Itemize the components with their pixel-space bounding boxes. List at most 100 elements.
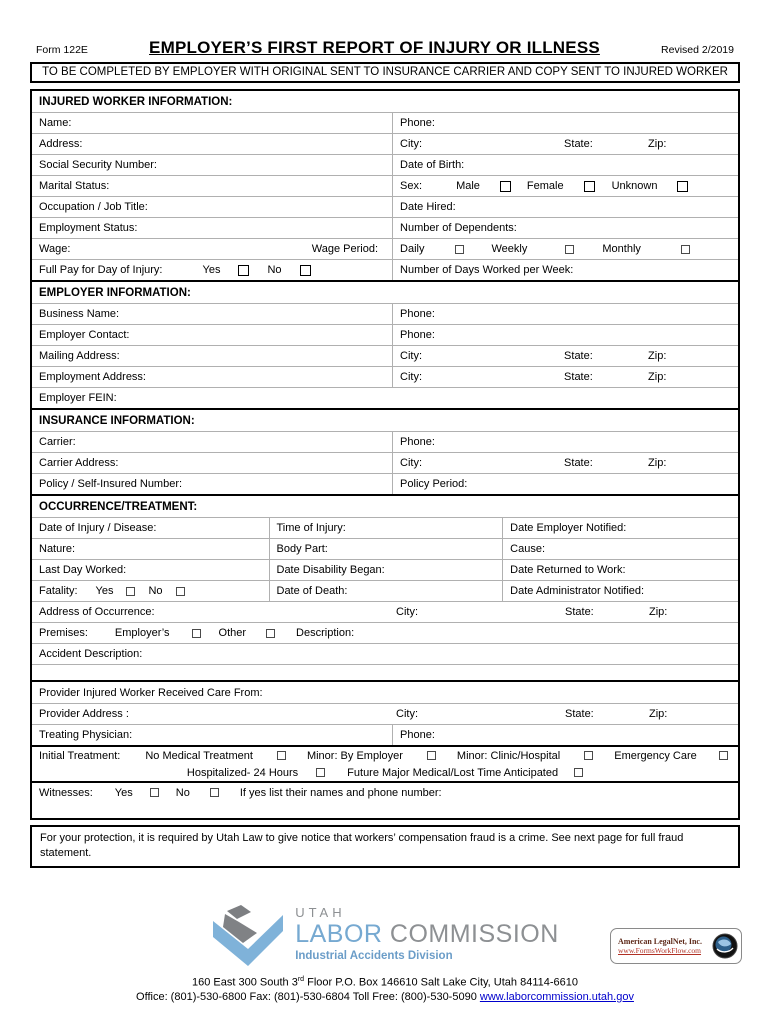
fullpay-yes-checkbox[interactable] <box>238 264 250 276</box>
row-occurrence-address: Address of Occurrence: City: State: Zip: <box>32 601 738 622</box>
logo-labor-text: LABOR <box>295 920 383 948</box>
row-employment-address: Employment Address: City: State: Zip: <box>32 366 738 387</box>
logo-division-text: Industrial Accidents Division <box>295 950 453 962</box>
carrier-city-state-zip-field[interactable]: City: State: Zip: <box>392 453 738 473</box>
carrier-field[interactable]: Carrier: <box>39 436 76 448</box>
initial-treatment-options-2: Hospitalized- 24 Hours Future Major Medi… <box>32 764 738 781</box>
date-hired-field[interactable]: Date Hired: <box>392 197 738 217</box>
cause-field[interactable]: Cause: <box>502 539 738 559</box>
fatality-no-checkbox[interactable] <box>175 586 185 596</box>
carrier-phone-field[interactable]: Phone: <box>392 432 738 452</box>
occurrence-address-field[interactable]: Address of Occurrence: City: State: Zip: <box>39 606 668 618</box>
provider-from-field[interactable]: Provider Injured Worker Received Care Fr… <box>39 686 263 699</box>
wage-daily-checkbox[interactable] <box>454 244 464 254</box>
fatality-yes-checkbox[interactable] <box>126 586 136 596</box>
row-fullpay-days: Full Pay for Day of Injury: Yes No Numbe… <box>32 259 738 280</box>
employment-city-state-zip-field[interactable]: City: State: Zip: <box>392 367 738 387</box>
american-legalnet-stamp: American LegalNet, Inc. www.FormsWorkFlo… <box>610 928 742 964</box>
sex-female-checkbox[interactable] <box>583 180 595 192</box>
premises-other-checkbox[interactable] <box>266 628 276 638</box>
labor-commission-mark-icon <box>213 905 284 966</box>
labor-commission-link[interactable]: www.laborcommission.utah.gov <box>479 990 634 1003</box>
worker-dob-field[interactable]: Date of Birth: <box>392 155 738 175</box>
policy-number-field[interactable]: Policy / Self-Insured Number: <box>39 478 183 490</box>
last-day-worked-field[interactable]: Last Day Worked: <box>39 564 127 576</box>
worker-phone-field[interactable]: Phone: <box>392 113 738 133</box>
wage-period-options: Daily Weekly Monthly <box>392 239 738 259</box>
witnesses-no-checkbox[interactable] <box>209 788 219 797</box>
wage-field[interactable]: Wage: Wage Period: <box>39 243 379 255</box>
nature-field[interactable]: Nature: <box>39 543 76 555</box>
minor-by-employer-checkbox[interactable] <box>426 751 436 760</box>
date-of-death-field[interactable]: Date of Death: <box>268 581 503 601</box>
section-heading-insurance: INSURANCE INFORMATION: <box>39 414 195 427</box>
footer: 160 East 300 South 3rd Floor P.O. Box 14… <box>30 973 740 1004</box>
admin-notified-field[interactable]: Date Administrator Notified: <box>502 581 738 601</box>
row-marital-sex: Marital Status: Sex: Male Female Unknown <box>32 175 738 196</box>
business-name-field[interactable]: Business Name: <box>39 308 120 320</box>
logo-commission-text: COMMISSION <box>382 920 559 948</box>
witnesses-field: Witnesses: Yes No If yes list their name… <box>39 786 442 799</box>
days-worked-field[interactable]: Number of Days Worked per Week: <box>392 260 738 280</box>
disability-began-field[interactable]: Date Disability Began: <box>268 560 503 580</box>
date-of-injury-field[interactable]: Date of Injury / Disease: <box>39 522 157 534</box>
revised-date: Revised 2/2019 <box>661 44 734 56</box>
section-employer: EMPLOYER INFORMATION: Business Name: Pho… <box>32 280 738 408</box>
row-accident-description: Accident Description: <box>32 643 738 664</box>
footer-contact: Office: (801)-530-6800 Fax: (801)-530-68… <box>136 990 634 1003</box>
wage-monthly-checkbox[interactable] <box>680 244 690 254</box>
fullpay-no-checkbox[interactable] <box>299 264 311 276</box>
utah-labor-commission-logo: UTAH LABOR COMMISSION Industrial Acciden… <box>211 905 559 967</box>
policy-period-field[interactable]: Policy Period: <box>392 474 738 494</box>
treating-physician-field[interactable]: Treating Physician: <box>39 729 133 741</box>
accident-description-field[interactable]: Accident Description: <box>39 648 143 660</box>
employment-status-field[interactable]: Employment Status: <box>39 222 138 234</box>
provider-address-field[interactable]: Provider Address : City: State: Zip: <box>39 708 668 720</box>
wage-weekly-checkbox[interactable] <box>565 244 575 254</box>
dependents-field[interactable]: Number of Dependents: <box>392 218 738 238</box>
hospitalized-checkbox[interactable] <box>316 768 326 777</box>
worker-name-field[interactable]: Name: <box>39 117 72 129</box>
occupation-field[interactable]: Occupation / Job Title: <box>39 201 148 213</box>
fatality-field: Fatality: Yes No <box>32 581 269 601</box>
business-phone-field[interactable]: Phone: <box>392 304 738 324</box>
row-last-day: Last Day Worked: Date Disability Began: … <box>32 559 738 580</box>
sex-male-checkbox[interactable] <box>499 180 511 192</box>
sex-unknown-checkbox[interactable] <box>677 180 689 192</box>
row-policy: Policy / Self-Insured Number: Policy Per… <box>32 473 738 494</box>
accident-description-blank[interactable] <box>32 664 738 680</box>
row-worker-address: Address: City: State: Zip: <box>32 133 738 154</box>
marital-status-field[interactable]: Marital Status: <box>39 180 110 192</box>
formsworkflow-link[interactable]: www.FormsWorkFlow.com <box>618 946 702 955</box>
sex-field: Sex: Male Female Unknown <box>392 176 738 196</box>
carrier-address-field[interactable]: Carrier Address: <box>39 457 119 469</box>
worker-city-state-zip-field[interactable]: City: State: Zip: <box>392 134 738 154</box>
time-of-injury-field[interactable]: Time of Injury: <box>268 518 503 538</box>
no-medical-treatment-checkbox[interactable] <box>276 751 286 760</box>
witnesses-yes-checkbox[interactable] <box>149 788 159 797</box>
witnesses-blank[interactable] <box>32 802 738 818</box>
row-name-phone: Name: Phone: <box>32 112 738 133</box>
initial-treatment-options-1: Initial Treatment: No Medical Treatment … <box>32 747 738 764</box>
returned-to-work-field[interactable]: Date Returned to Work: <box>502 560 738 580</box>
row-occupation-hired: Occupation / Job Title: Date Hired: <box>32 196 738 217</box>
contact-phone-field[interactable]: Phone: <box>392 325 738 345</box>
physician-phone-field[interactable]: Phone: <box>392 725 738 745</box>
employer-contact-field[interactable]: Employer Contact: <box>39 329 130 341</box>
minor-clinic-hospital-checkbox[interactable] <box>584 751 594 760</box>
future-major-checkbox[interactable] <box>574 768 584 777</box>
page-header: Form 122E EMPLOYER’S FIRST REPORT OF INJ… <box>30 38 740 58</box>
worker-ssn-field[interactable]: Social Security Number: <box>39 159 157 171</box>
mailing-address-field[interactable]: Mailing Address: <box>39 350 120 362</box>
premises-employers-checkbox[interactable] <box>191 628 201 638</box>
body-part-field[interactable]: Body Part: <box>268 539 503 559</box>
employer-fein-field[interactable]: Employer FEIN: <box>39 392 117 404</box>
employment-address-field[interactable]: Employment Address: <box>39 371 146 383</box>
mailing-city-state-zip-field[interactable]: City: State: Zip: <box>392 346 738 366</box>
emergency-care-checkbox[interactable] <box>718 751 728 760</box>
date-employer-notified-field[interactable]: Date Employer Notified: <box>502 518 738 538</box>
row-initial-treatment: Initial Treatment: No Medical Treatment … <box>32 745 738 781</box>
worker-address-field[interactable]: Address: <box>39 138 83 150</box>
globe-icon <box>712 933 738 959</box>
